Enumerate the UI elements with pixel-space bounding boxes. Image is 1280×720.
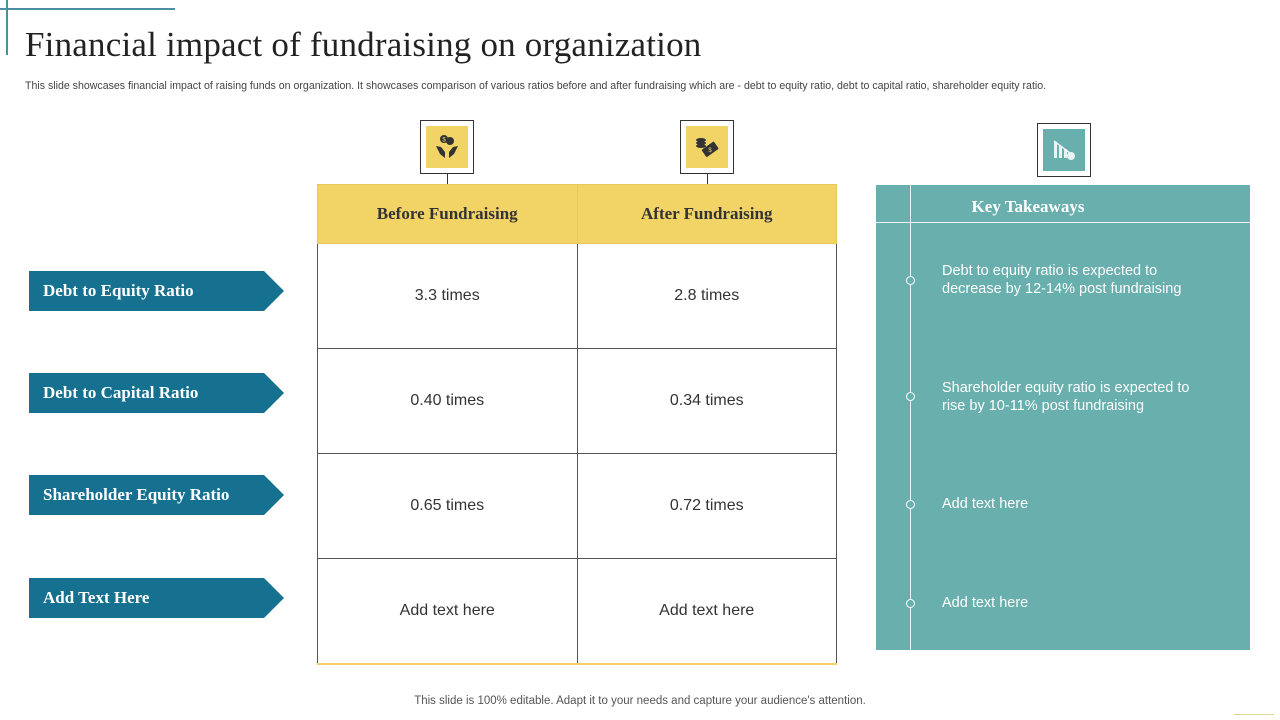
cell-before: 0.40 times [317, 348, 578, 454]
after-icon-stem [707, 174, 708, 184]
row-label-shareholder-equity: Shareholder Equity Ratio [29, 475, 284, 515]
svg-text:$: $ [708, 148, 712, 154]
takeaway-item: Debt to equity ratio is expected to decr… [942, 263, 1182, 297]
table-row: Add text here Add text here [317, 558, 837, 665]
before-icon-stem [447, 174, 448, 184]
footer-note: This slide is 100% editable. Adapt it to… [414, 695, 866, 707]
comparison-table: Before Fundraising After Fundraising 3.3… [317, 184, 837, 665]
corner-accent-bottom-right [1234, 714, 1274, 715]
page-subtitle: This slide showcases financial impact of… [25, 80, 1047, 92]
bullet-dot [906, 392, 915, 401]
bullet-dot [906, 599, 915, 608]
svg-text:$: $ [442, 138, 446, 144]
cell-after: 2.8 times [576, 243, 837, 349]
table-row: 0.40 times 0.34 times [317, 348, 837, 454]
table-row: 3.3 times 2.8 times [317, 243, 837, 349]
cell-after: 0.34 times [576, 348, 837, 454]
header-before-fundraising: Before Fundraising [317, 184, 578, 244]
row-label-add-text: Add Text Here [29, 578, 284, 618]
takeaways-icon-frame [1037, 123, 1091, 177]
cell-after: Add text here [576, 558, 837, 665]
declining-chart-icon [1043, 129, 1085, 171]
header-after-fundraising: After Fundraising [576, 184, 837, 244]
panel-timeline-line [910, 185, 911, 650]
key-takeaways-panel: Key Takeaways Debt to equity ratio is ex… [876, 185, 1250, 650]
table-row: 0.65 times 0.72 times [317, 453, 837, 559]
bullet-dot [906, 276, 915, 285]
money-coins-icon: $ [686, 126, 728, 168]
row-label-debt-equity: Debt to Equity Ratio [29, 271, 284, 311]
hands-coins-icon: $ [426, 126, 468, 168]
corner-accent-horizontal [0, 8, 175, 10]
cell-before: 3.3 times [317, 243, 578, 349]
takeaway-item: Add text here [942, 496, 1029, 512]
cell-before: 0.65 times [317, 453, 578, 559]
before-icon-frame: $ [420, 120, 474, 174]
key-takeaways-title: Key Takeaways [971, 197, 1085, 216]
row-label-debt-capital: Debt to Capital Ratio [29, 373, 284, 413]
panel-divider [876, 222, 1250, 223]
page-title: Financial impact of fundraising on organ… [25, 25, 702, 64]
takeaway-item: Shareholder equity ratio is expected to … [942, 380, 1190, 414]
cell-before: Add text here [317, 558, 578, 665]
after-icon-frame: $ [680, 120, 734, 174]
corner-accent-vertical [6, 0, 8, 55]
cell-after: 0.72 times [576, 453, 837, 559]
bullet-dot [906, 500, 915, 509]
takeaway-item: Add text here [942, 595, 1029, 611]
